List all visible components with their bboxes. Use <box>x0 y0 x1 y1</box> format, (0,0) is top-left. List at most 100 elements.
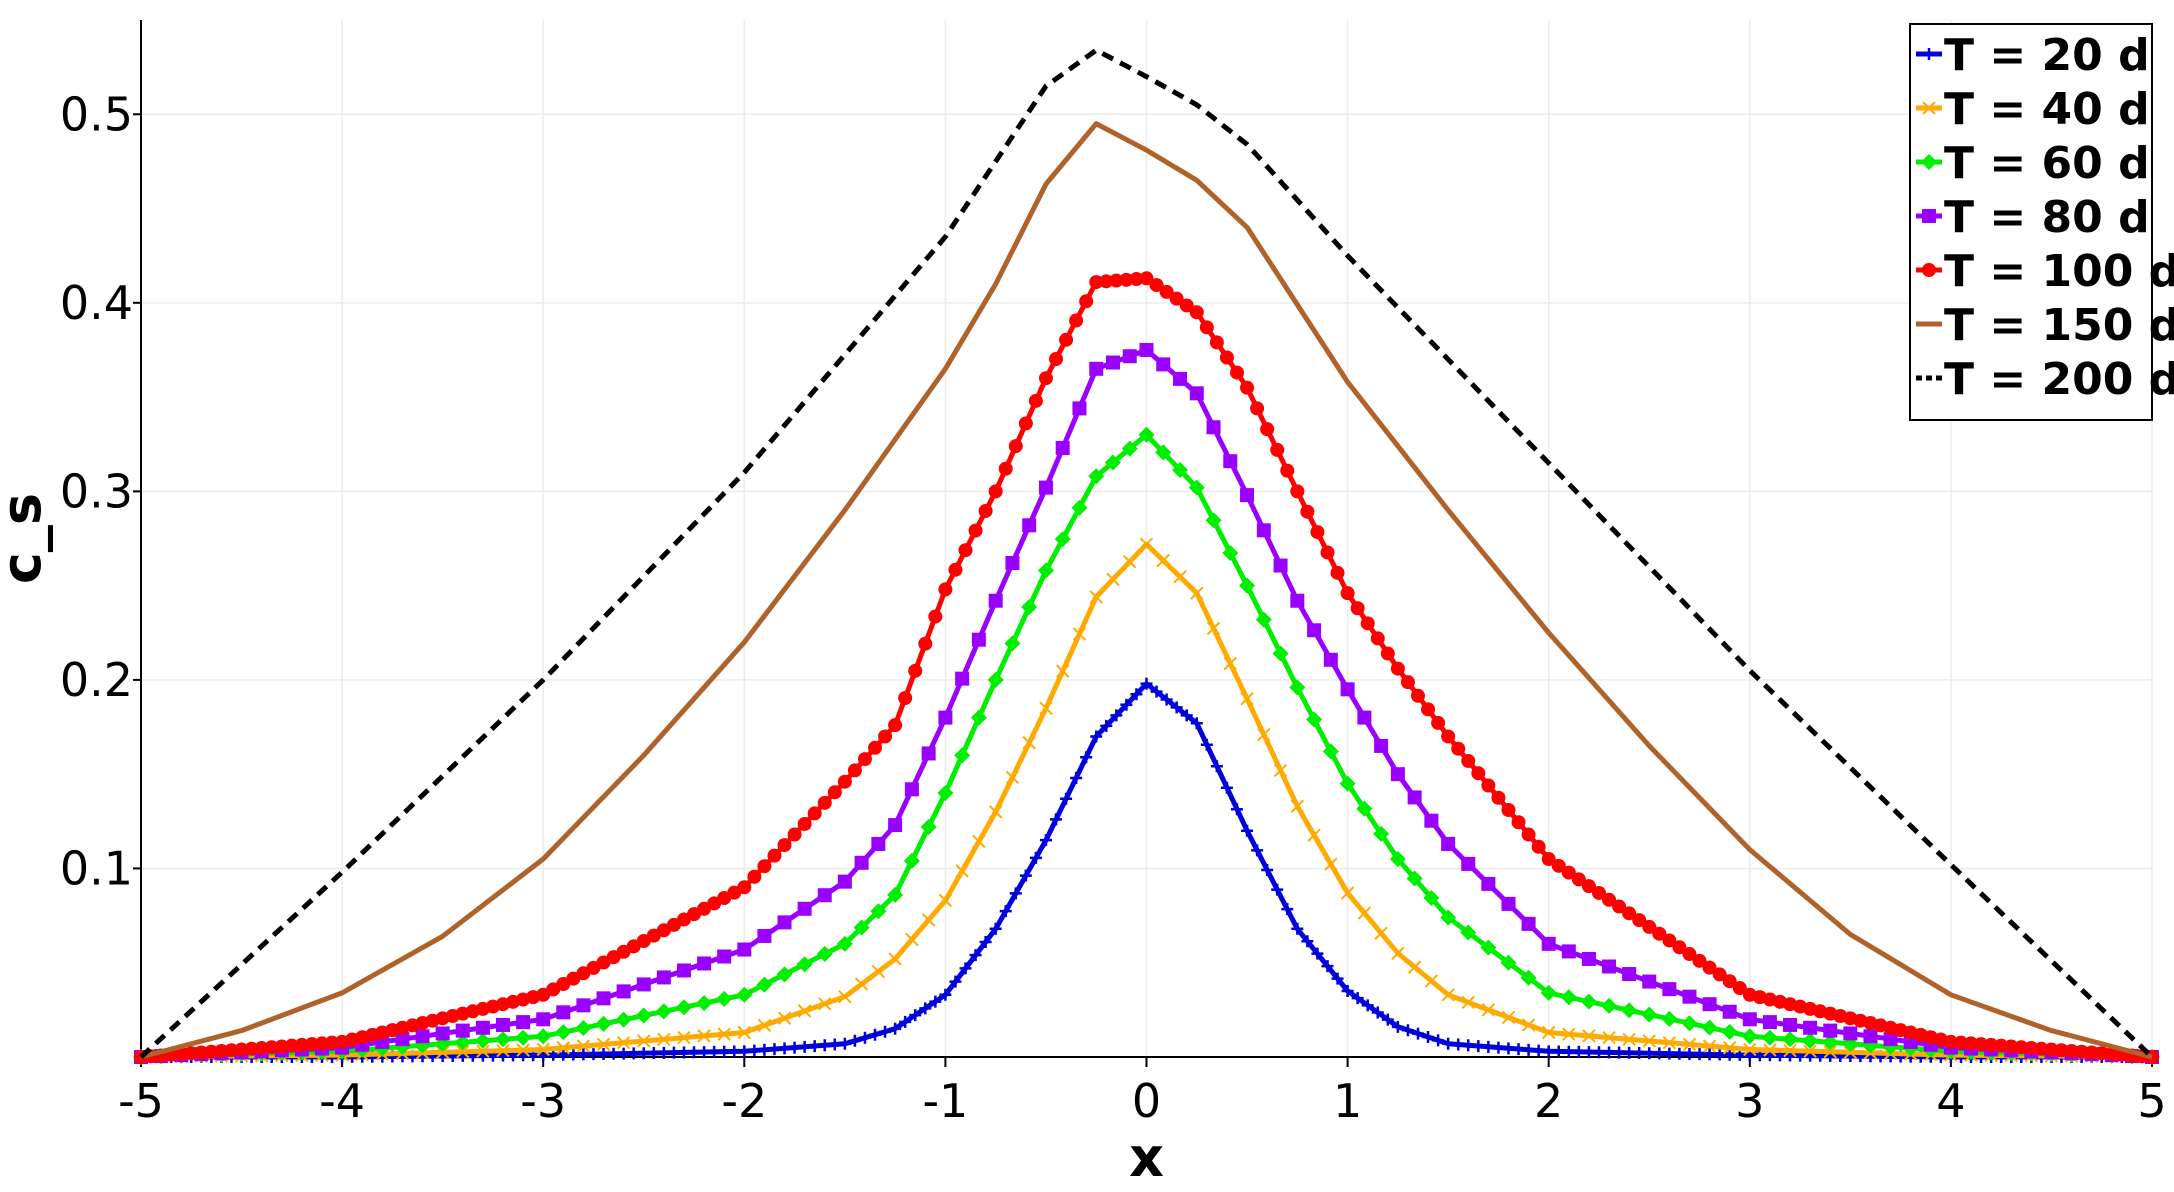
data-point <box>1080 751 1093 764</box>
data-point <box>1661 1010 1678 1027</box>
data-point <box>921 746 936 761</box>
data-point <box>1241 824 1254 837</box>
data-point <box>536 1042 550 1057</box>
data-point <box>1072 627 1087 641</box>
data-point <box>837 774 852 789</box>
data-point <box>1552 1045 1565 1058</box>
data-point <box>435 1045 450 1059</box>
data-point <box>798 1040 811 1053</box>
series-line <box>140 121 2153 1060</box>
data-point <box>1222 544 1239 561</box>
data-point <box>828 1038 841 1051</box>
data-point <box>999 905 1012 918</box>
data-point <box>1603 1046 1616 1059</box>
data-point <box>1562 1045 1575 1058</box>
data-point <box>1642 919 1657 934</box>
data-point <box>1560 989 1577 1006</box>
data-point <box>637 1047 650 1060</box>
series-7 <box>139 47 2154 1059</box>
data-point <box>1491 790 1506 805</box>
data-point <box>556 1005 571 1020</box>
data-point <box>264 1040 279 1055</box>
data-point <box>1741 1028 1758 1045</box>
data-point <box>1863 1029 1878 1044</box>
data-point <box>1260 422 1275 437</box>
data-point <box>1156 553 1170 568</box>
data-point <box>1255 611 1272 628</box>
data-point <box>1803 1044 1817 1058</box>
data-point <box>1652 926 1667 941</box>
data-point <box>871 964 886 979</box>
data-point <box>647 1047 660 1060</box>
data-point <box>1056 664 1070 678</box>
data-point <box>777 915 792 930</box>
data-point <box>1159 284 1174 299</box>
data-point <box>1323 652 1338 667</box>
data-point <box>748 1044 761 1057</box>
data-point <box>1943 1034 1958 1049</box>
x-tick-label: -3 <box>520 1074 566 1128</box>
data-point <box>1357 710 1372 725</box>
data-point <box>656 970 671 985</box>
data-point <box>1089 275 1104 290</box>
data-point <box>1240 692 1254 706</box>
data-point <box>1953 1035 1968 1050</box>
data-point <box>1662 982 1677 997</box>
data-point <box>1324 857 1338 871</box>
data-point <box>1400 675 1415 690</box>
data-point <box>1783 1043 1797 1058</box>
data-point <box>1321 960 1334 973</box>
tick-labels: -5 -4 -3 -2 -1 0 1 2 3 4 5 0.1 0.2 0.3 0.4 0.5 <box>60 87 2167 1128</box>
data-point <box>1219 350 1234 365</box>
data-point <box>1099 274 1114 289</box>
data-point <box>567 1048 580 1061</box>
data-point <box>1742 1012 1757 1027</box>
data-point <box>536 1012 551 1027</box>
data-point <box>1038 371 1053 386</box>
data-point <box>1743 1042 1757 1057</box>
data-point <box>747 869 762 884</box>
data-point <box>816 946 833 963</box>
data-point <box>696 995 713 1012</box>
x-tick-label: 0 <box>1132 1074 1161 1128</box>
data-point <box>1290 799 1305 813</box>
data-point <box>1471 766 1486 781</box>
data-point <box>1822 1034 1839 1051</box>
data-point <box>636 977 651 992</box>
data-point <box>657 1046 670 1059</box>
x-tick-label: 2 <box>1534 1074 1563 1128</box>
data-point <box>627 1047 640 1060</box>
data-point <box>738 1045 751 1058</box>
data-point <box>1480 939 1497 956</box>
data-point <box>1270 442 1285 457</box>
data-point <box>1502 1042 1515 1055</box>
data-point <box>938 893 953 908</box>
data-point <box>1431 715 1446 730</box>
data-point <box>1229 365 1244 380</box>
data-point <box>1823 1045 1837 1059</box>
data-point <box>475 1020 490 1035</box>
data-point <box>616 984 631 999</box>
data-point <box>978 503 993 518</box>
data-point <box>737 880 752 895</box>
data-point <box>1763 1043 1777 1057</box>
data-point <box>955 864 969 878</box>
data-point <box>838 1037 851 1050</box>
data-point <box>1340 586 1355 601</box>
data-point <box>1602 959 1617 974</box>
data-point <box>1381 1013 1394 1026</box>
data-point <box>697 1029 711 1043</box>
data-point <box>1022 518 1037 533</box>
data-point <box>516 1043 530 1057</box>
data-point <box>1005 770 1020 785</box>
data-point <box>1601 997 1618 1014</box>
data-point <box>1424 974 1439 988</box>
data-point <box>1521 1018 1536 1032</box>
data-point <box>1512 1043 1525 1056</box>
data-point <box>1205 512 1222 529</box>
data-point <box>808 1040 821 1053</box>
data-point <box>1520 969 1537 986</box>
data-point <box>1390 767 1405 782</box>
data-point <box>1522 1043 1535 1056</box>
data-point <box>1320 545 1335 560</box>
